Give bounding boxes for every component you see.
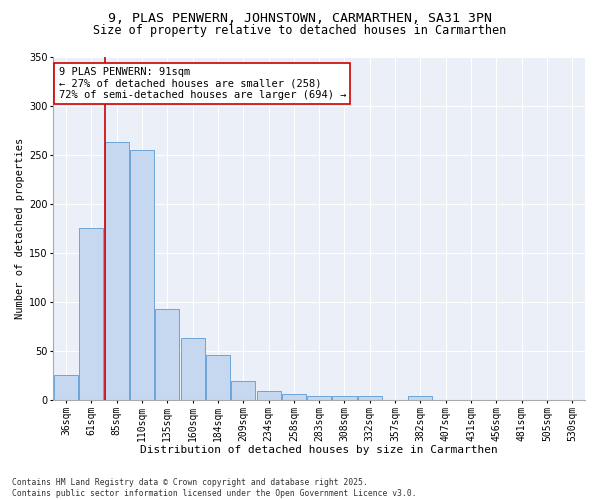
Bar <box>307 396 331 400</box>
Bar <box>130 150 154 400</box>
Text: Size of property relative to detached houses in Carmarthen: Size of property relative to detached ho… <box>94 24 506 37</box>
Y-axis label: Number of detached properties: Number of detached properties <box>15 138 25 319</box>
Bar <box>155 308 179 400</box>
Bar <box>54 374 78 400</box>
X-axis label: Distribution of detached houses by size in Carmarthen: Distribution of detached houses by size … <box>140 445 498 455</box>
Bar <box>409 396 433 400</box>
Bar <box>358 396 382 400</box>
Text: 9, PLAS PENWERN, JOHNSTOWN, CARMARTHEN, SA31 3PN: 9, PLAS PENWERN, JOHNSTOWN, CARMARTHEN, … <box>108 12 492 26</box>
Bar <box>231 382 255 400</box>
Bar <box>181 338 205 400</box>
Text: 9 PLAS PENWERN: 91sqm
← 27% of detached houses are smaller (258)
72% of semi-det: 9 PLAS PENWERN: 91sqm ← 27% of detached … <box>59 67 346 100</box>
Text: Contains HM Land Registry data © Crown copyright and database right 2025.
Contai: Contains HM Land Registry data © Crown c… <box>12 478 416 498</box>
Bar <box>282 394 306 400</box>
Bar <box>79 228 103 400</box>
Bar <box>332 396 356 400</box>
Bar <box>257 391 281 400</box>
Bar <box>206 355 230 400</box>
Bar <box>104 142 128 400</box>
